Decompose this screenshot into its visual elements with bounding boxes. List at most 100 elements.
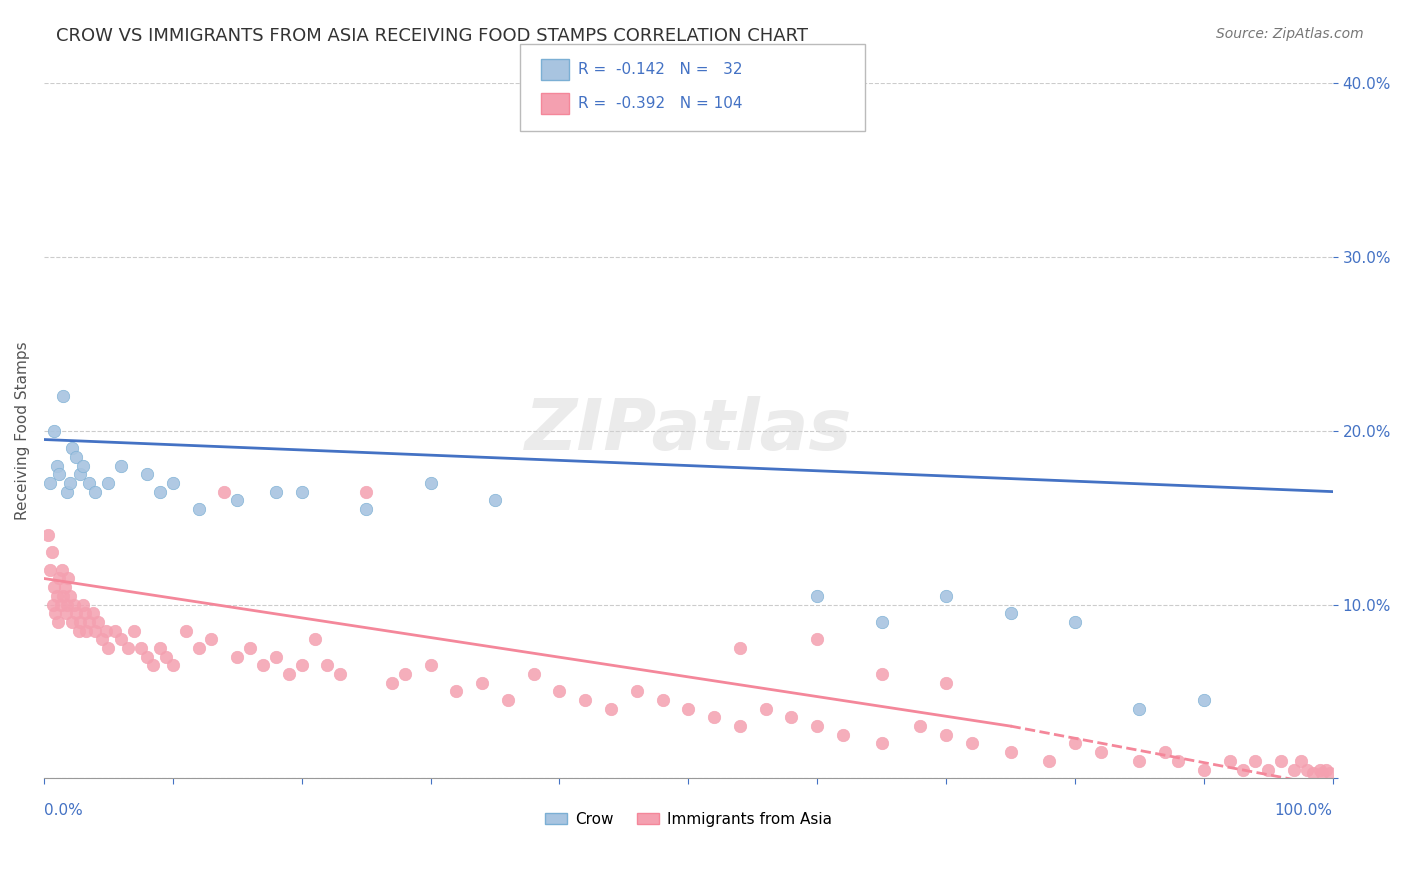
Point [162,658,184,673]
Point [381,675,404,690]
Point [110,632,132,647]
Point [1219,754,1241,768]
Point [72,458,94,473]
Point [1000,606,1022,620]
Point [1038,754,1060,768]
Point [264,484,287,499]
Point [65,450,87,464]
Point [60,615,83,629]
Point [53,580,76,594]
Point [84,624,107,638]
Point [117,640,139,655]
Point [329,667,352,681]
Point [65,606,87,620]
Point [935,589,957,603]
Point [1128,754,1150,768]
Point [69,615,91,629]
Point [84,484,107,499]
Point [1167,754,1189,768]
Point [39,475,62,490]
Point [1302,766,1324,780]
Point [42,598,65,612]
Point [136,649,159,664]
Point [419,658,441,673]
Point [1064,737,1087,751]
Point [703,710,725,724]
Point [77,615,100,629]
Point [136,467,159,482]
Point [67,624,90,638]
Point [870,667,893,681]
Point [780,710,803,724]
Point [46,615,69,629]
Point [960,737,983,751]
Point [1128,702,1150,716]
Point [155,649,177,664]
Point [446,684,468,698]
Point [239,640,262,655]
Point [129,640,152,655]
Point [142,658,165,673]
Point [200,632,222,647]
Point [110,458,132,473]
Point [523,667,546,681]
Text: CROW VS IMMIGRANTS FROM ASIA RECEIVING FOOD STAMPS CORRELATION CHART: CROW VS IMMIGRANTS FROM ASIA RECEIVING F… [56,27,808,45]
Point [870,615,893,629]
Point [44,580,66,594]
Point [304,632,326,647]
Text: ZIPatlas: ZIPatlas [524,396,852,466]
Point [1257,763,1279,777]
Point [122,624,145,638]
Point [48,572,70,586]
Point [394,667,416,681]
Point [55,606,77,620]
Point [44,424,66,438]
Point [62,598,84,612]
Point [69,467,91,482]
Point [58,572,80,586]
Point [600,702,623,716]
Point [1312,766,1334,780]
Point [806,632,828,647]
Point [149,484,172,499]
Point [49,598,72,612]
Point [45,458,67,473]
Point [52,389,75,403]
Point [149,640,172,655]
Text: 0.0%: 0.0% [44,803,83,818]
Point [1315,763,1337,777]
Point [728,640,751,655]
Point [277,667,299,681]
Point [419,475,441,490]
Point [87,615,110,629]
Point [56,484,79,499]
Point [104,624,127,638]
Point [1154,745,1177,759]
Point [75,624,97,638]
Point [1244,754,1267,768]
Point [1192,693,1215,707]
Point [226,649,249,664]
Point [651,693,673,707]
Point [51,563,73,577]
Point [75,606,97,620]
Point [354,484,377,499]
Point [806,589,828,603]
Point [354,502,377,516]
Point [214,484,236,499]
Point [1282,763,1305,777]
Point [935,728,957,742]
Point [484,493,506,508]
Point [187,640,209,655]
Point [1232,763,1254,777]
Point [1192,763,1215,777]
Point [1309,763,1331,777]
Point [252,658,274,673]
Point [1289,754,1312,768]
Point [678,702,700,716]
Point [471,675,494,690]
Point [52,589,75,603]
Legend: Crow, Immigrants from Asia: Crow, Immigrants from Asia [538,805,838,833]
Point [264,649,287,664]
Point [94,624,117,638]
